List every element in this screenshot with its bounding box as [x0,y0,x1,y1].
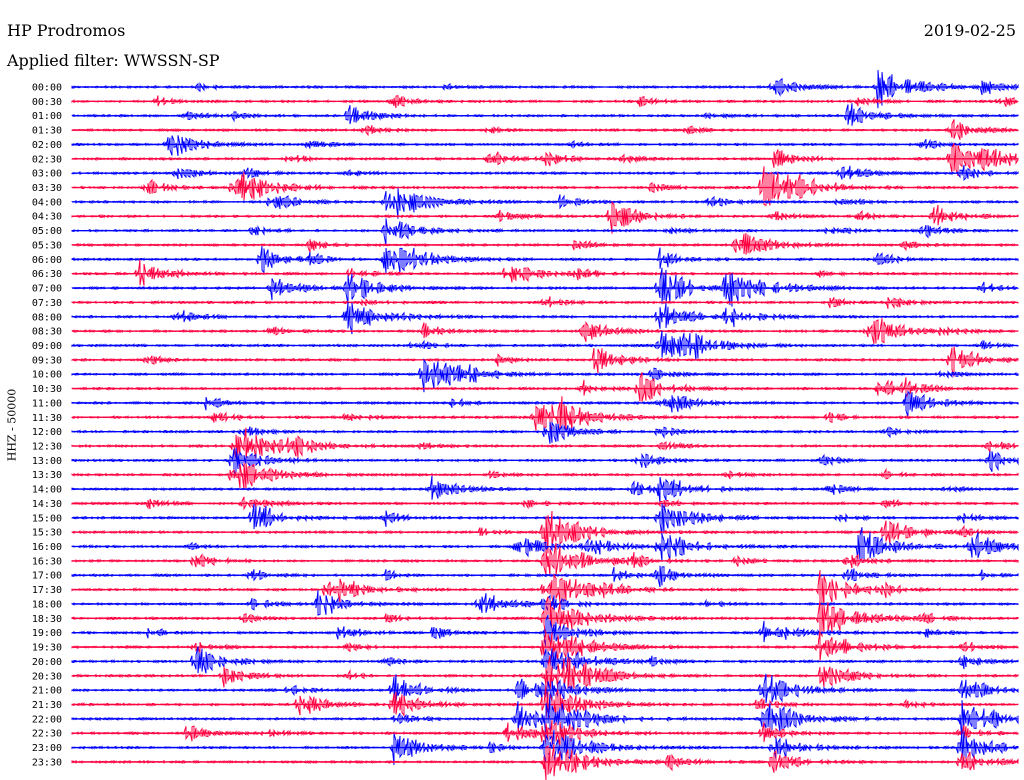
trace-0930 [71,346,1019,377]
trace-2030 [71,655,1019,692]
trace-0600 [71,245,1019,275]
time-tick-label: 18:00 [32,599,62,610]
time-tick-label: 10:30 [32,384,62,395]
time-tick-label: 12:30 [32,442,62,453]
trace-0130 [71,119,1019,140]
trace-0000 [71,69,1019,109]
trace-1430 [71,496,1019,511]
trace-2200 [71,693,1019,743]
trace-0500 [71,218,1019,246]
time-tick-label: 13:30 [32,470,62,481]
trace-0230 [71,143,1019,176]
time-tick-label: 08:00 [32,312,62,323]
station-title: HP Prodromos [7,21,126,40]
time-tick-label: 11:00 [32,398,62,409]
trace-0630 [71,259,1019,286]
trace-0330 [71,166,1019,207]
time-tick-label: 22:30 [32,729,62,740]
trace-1030 [71,372,1019,402]
trace-1900 [71,614,1019,650]
time-tick-label: 02:30 [32,154,62,165]
trace-0530 [71,232,1019,255]
time-tick-label: 17:00 [32,571,62,582]
time-tick-label: 19:00 [32,628,62,639]
trace-0700 [71,267,1019,307]
time-tick-label: 05:00 [32,226,62,237]
trace-2130 [71,683,1019,722]
trace-1130 [71,396,1019,435]
time-tick-label: 00:30 [32,97,62,108]
time-tick-label: 18:30 [32,614,62,625]
trace-0730 [71,296,1019,310]
time-tick-label: 00:00 [32,83,62,94]
trace-0200 [71,135,1019,156]
time-tick-label: 23:00 [32,743,62,754]
time-tick-label: 01:00 [32,111,62,122]
time-tick-label: 02:00 [32,140,62,151]
trace-1230 [71,427,1019,461]
trace-1400 [71,475,1019,505]
trace-1200 [71,420,1019,444]
trace-2100 [71,673,1019,704]
time-tick-label: 21:30 [32,700,62,711]
time-tick-label: 13:00 [32,456,62,467]
time-tick-label: 03:30 [32,183,62,194]
time-tick-label: 20:00 [32,657,62,668]
time-tick-label: 05:30 [32,240,62,251]
trace-1500 [71,503,1019,536]
time-tick-label: 06:00 [32,255,62,266]
time-tick-label: 10:00 [32,370,62,381]
time-tick-label: 20:30 [32,671,62,682]
filter-label: Applied filter: WWSSN-SP [7,51,220,70]
trace-1800 [71,590,1019,616]
trace-1300 [71,447,1019,477]
time-tick-label: 15:00 [32,513,62,524]
time-tick-label: 15:30 [32,528,62,539]
trace-0800 [71,301,1019,335]
time-tick-label: 21:00 [32,686,62,697]
trace-0300 [71,164,1019,182]
time-tick-label: 01:30 [32,126,62,137]
trace-1330 [71,462,1019,490]
trace-2000 [71,646,1019,674]
time-tick-label: 07:30 [32,298,62,309]
trace-0400 [71,188,1019,219]
trace-1730 [71,570,1019,608]
time-tick-label: 22:00 [32,714,62,725]
time-tick-label: 09:30 [32,355,62,366]
trace-1700 [71,565,1019,588]
time-tick-label: 16:00 [32,542,62,553]
time-tick-label: 12:00 [32,427,62,438]
date-label: 2019-02-25 [923,21,1016,40]
trace-1000 [71,357,1019,393]
time-tick-label: 08:30 [32,327,62,338]
time-tick-label: 14:30 [32,499,62,510]
trace-2330 [71,743,1019,780]
trace-0100 [71,103,1019,126]
time-tick-label: 09:00 [32,341,62,352]
trace-0900 [71,330,1019,361]
time-tick-label: 03:00 [32,169,62,180]
trace-1630 [71,542,1019,577]
time-tick-label: 07:00 [32,284,62,295]
time-tick-label: 17:30 [32,585,62,596]
time-tick-label: 14:00 [32,485,62,496]
time-tick-label: 16:30 [32,556,62,567]
time-tick-label: 04:00 [32,197,62,208]
time-tick-label: 11:30 [32,413,62,424]
time-tick-label: 19:30 [32,643,62,654]
trace-1930 [71,630,1019,664]
trace-1100 [71,390,1019,418]
time-tick-label: 04:30 [32,212,62,223]
trace-0430 [71,200,1019,234]
time-tick-label: 06:30 [32,269,62,280]
trace-0030 [71,95,1019,109]
trace-2230 [71,719,1019,748]
trace-0830 [71,318,1019,345]
time-tick-label: 23:30 [32,757,62,768]
